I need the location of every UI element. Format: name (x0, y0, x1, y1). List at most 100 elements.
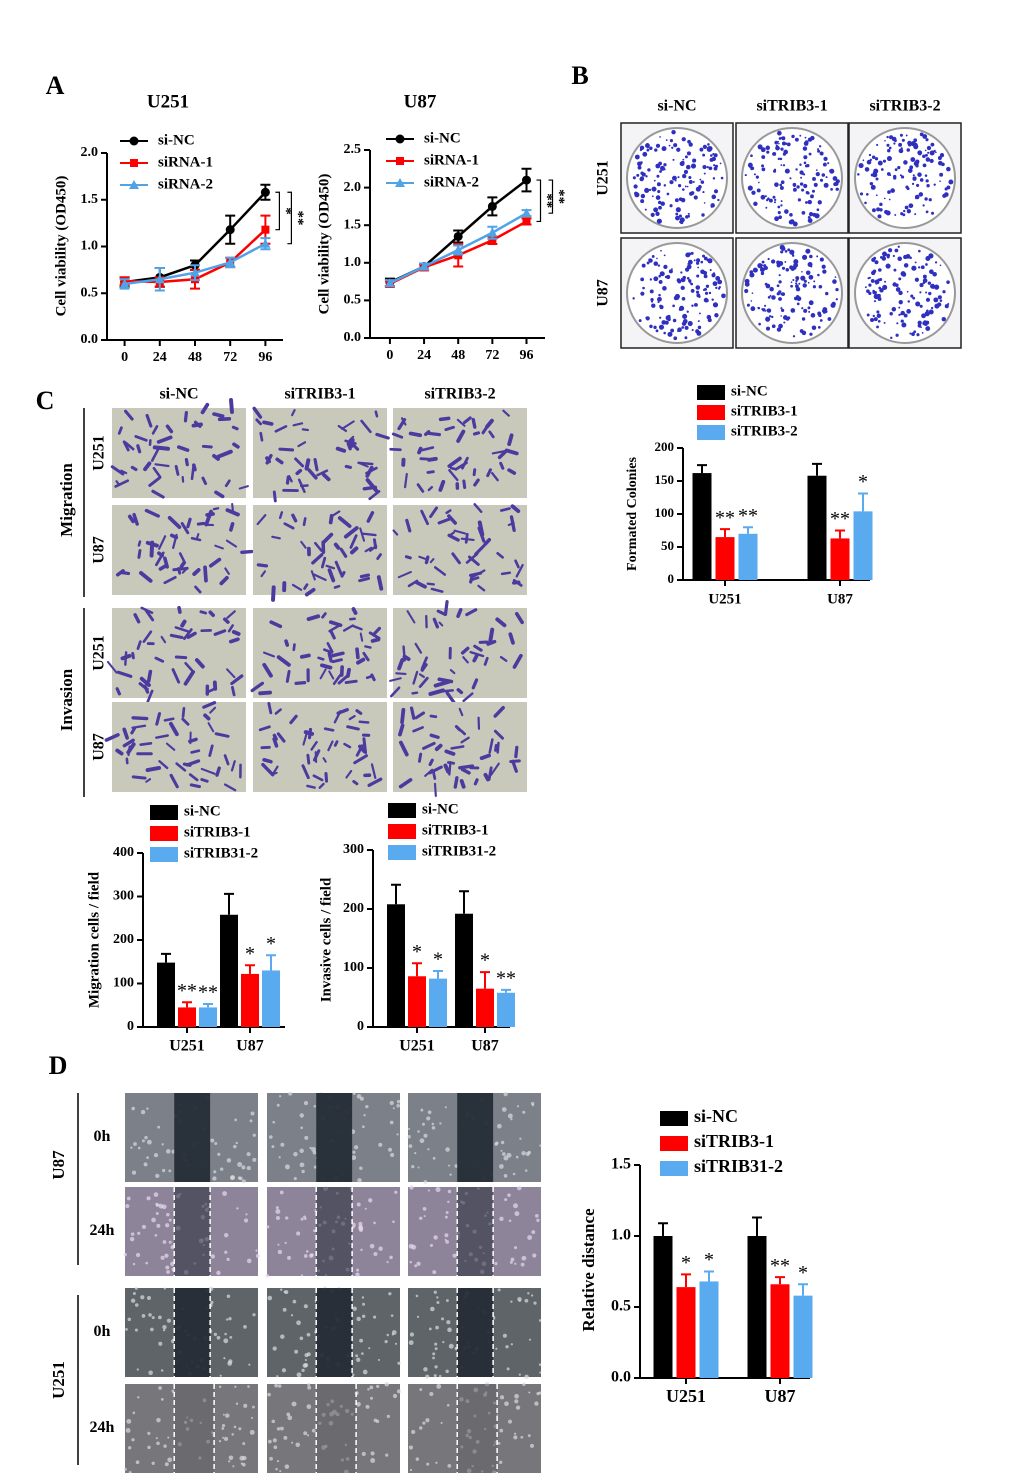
colony (835, 179, 840, 184)
cell (167, 1436, 170, 1439)
cell (356, 657, 366, 665)
colony (792, 254, 795, 257)
colony (779, 183, 783, 187)
colony (886, 172, 891, 176)
cell (414, 642, 423, 654)
colony (909, 256, 912, 260)
colony (796, 278, 799, 281)
colony (903, 209, 906, 213)
colony (781, 266, 786, 270)
cell (292, 1299, 297, 1304)
cell (171, 668, 181, 684)
colony (690, 282, 694, 286)
cell (226, 610, 236, 619)
colony (792, 279, 795, 282)
significance-label: * (245, 943, 255, 965)
cell (250, 1111, 255, 1116)
colony (792, 221, 798, 227)
colony (898, 148, 904, 154)
cell (496, 552, 504, 559)
cell (405, 518, 412, 533)
colony (801, 307, 804, 310)
cell (522, 1382, 526, 1386)
cell (411, 691, 419, 695)
y-tick-label: 200 (113, 932, 134, 947)
cell (460, 767, 471, 775)
cell (392, 529, 399, 536)
y-tick-label: 100 (343, 960, 364, 975)
cell (235, 1402, 239, 1405)
cell (184, 661, 194, 673)
x-tick-label: 0 (386, 348, 393, 363)
colony (720, 176, 724, 180)
colony (897, 245, 900, 248)
colony (669, 204, 673, 208)
colony (697, 266, 700, 269)
colony (816, 208, 820, 212)
colony (805, 201, 808, 204)
bar (715, 537, 735, 580)
cell (343, 526, 359, 539)
cell (165, 424, 174, 434)
cell (274, 425, 288, 433)
colony (944, 304, 949, 309)
cell (162, 1328, 166, 1332)
cell (216, 1335, 221, 1340)
cell (385, 1453, 389, 1457)
cell (135, 1252, 141, 1258)
legend-swatch (660, 1161, 688, 1176)
cell (344, 679, 358, 685)
cell (255, 1249, 258, 1252)
legend-swatch (150, 826, 178, 841)
colony (918, 192, 924, 197)
cell (434, 1347, 438, 1351)
colony (646, 261, 650, 265)
cell (252, 406, 263, 419)
cell (224, 567, 230, 575)
cell (225, 1413, 230, 1418)
cell (437, 517, 452, 525)
colony (777, 130, 782, 136)
cell (181, 707, 186, 718)
colony (649, 146, 653, 150)
colony (801, 270, 803, 273)
colony (924, 311, 930, 317)
cell (229, 522, 235, 532)
colony (921, 332, 924, 334)
cell (174, 655, 188, 660)
colony (928, 291, 932, 296)
cell (473, 478, 480, 487)
colony (671, 129, 676, 135)
colony (913, 160, 919, 167)
cell (271, 1419, 276, 1424)
x-tick-label: U87 (827, 591, 853, 607)
cell (222, 1413, 225, 1416)
cell (359, 1096, 364, 1101)
cell (357, 461, 369, 468)
colony (769, 294, 772, 297)
cell (131, 1170, 137, 1175)
cell (125, 1428, 131, 1433)
cell (397, 1389, 401, 1394)
colony (823, 182, 829, 188)
colony (939, 299, 943, 302)
cell (428, 765, 443, 775)
cell (456, 608, 463, 619)
cell (339, 547, 348, 558)
cell (166, 1212, 170, 1217)
colony (691, 329, 694, 332)
wound-photo (265, 1186, 400, 1278)
colony (922, 278, 928, 283)
colony (911, 182, 915, 185)
cell (213, 1332, 218, 1337)
colony (707, 143, 710, 146)
cell (172, 566, 189, 572)
cell (285, 475, 290, 485)
cell (491, 471, 499, 482)
cell (418, 676, 429, 688)
cell (510, 1300, 513, 1303)
colony (878, 268, 882, 272)
cell (445, 1369, 449, 1374)
cell (240, 1462, 244, 1465)
cell (363, 1114, 366, 1117)
